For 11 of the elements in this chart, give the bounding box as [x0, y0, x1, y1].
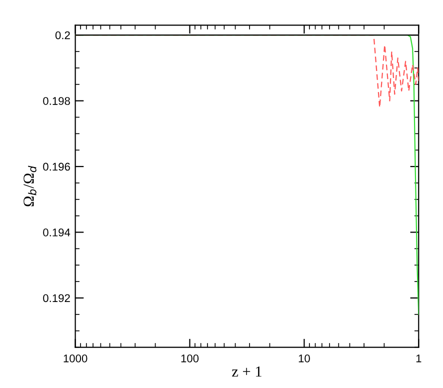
y-tick-label: 0.196: [43, 162, 70, 171]
x-tick-label: 10: [298, 354, 310, 362]
x-tick-label: 1000: [64, 354, 88, 362]
x-tick-label: 100: [181, 354, 199, 362]
x-axis-title: z + 1: [232, 366, 262, 377]
y-tick-label: 0.2: [55, 31, 70, 40]
y-axis-title: Ω$_{b}$/Ω$_{d}$: [24, 166, 36, 206]
y-tick-label: 0.194: [43, 228, 70, 236]
x-tick-label: 1: [416, 354, 422, 362]
y-tick-label: 0.198: [43, 97, 70, 105]
y-tick-label: 0.192: [43, 294, 70, 302]
